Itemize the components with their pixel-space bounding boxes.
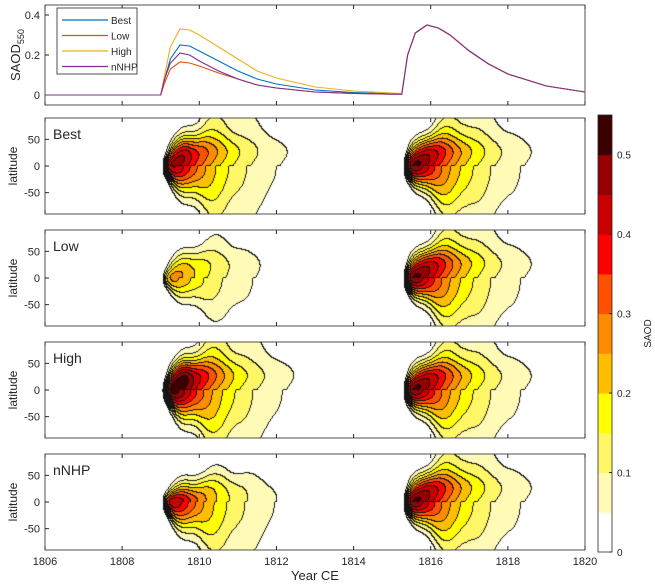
- panel-title: Low: [53, 238, 80, 254]
- series-line-nnhp: [45, 24, 586, 96]
- colorbar-segment: [598, 273, 612, 315]
- x-tick-label: 1814: [341, 556, 365, 568]
- y-axis-label: SAOD550: [8, 29, 26, 81]
- legend-label: Best: [111, 16, 131, 27]
- contour-map-nnhp: [45, 454, 585, 550]
- y-tick-label: 0: [34, 273, 40, 285]
- y-tick-label: 0: [34, 161, 40, 173]
- colorbar-tick-label: 0.4: [617, 230, 631, 241]
- y-tick-label: -50: [24, 412, 40, 424]
- colorbar-segment: [598, 313, 612, 354]
- x-tick-label: 1810: [187, 556, 211, 568]
- x-tick-label: 1818: [496, 556, 520, 568]
- y-tick-label: 0: [34, 497, 40, 509]
- colorbar-box: [597, 114, 613, 553]
- y-axis-label: latitude: [6, 258, 20, 297]
- x-tick-label: 1808: [110, 556, 134, 568]
- y-tick-label: 50: [28, 470, 40, 482]
- y-tick-label: -50: [24, 188, 40, 200]
- y-tick-label: 0: [34, 90, 40, 102]
- y-tick-label: 50: [28, 358, 40, 370]
- y-axis-label-text: SAOD: [8, 44, 23, 81]
- colorbar-tick-label: 0.3: [617, 310, 631, 321]
- colorbar-segment: [598, 234, 612, 275]
- colorbar-segment: [598, 512, 612, 553]
- colorbar-label: SAOD: [643, 319, 654, 347]
- colorbar-tick-label: 0.5: [617, 151, 631, 162]
- x-tick-label: 1816: [418, 556, 442, 568]
- x-tick-label: 1806: [33, 556, 57, 568]
- contour-map-best: [45, 118, 585, 214]
- panel-axes-box: [44, 341, 586, 439]
- legend-label: nNHP: [111, 63, 138, 74]
- y-axis-label: latitude: [6, 370, 20, 409]
- y-axis-label: latitude: [6, 146, 20, 185]
- legend-box: [56, 7, 138, 75]
- y-tick-label: 0.2: [25, 50, 40, 62]
- colorbar-tick-label: 0.2: [617, 389, 631, 400]
- y-tick-label: 0.4: [25, 10, 40, 22]
- colorbar-tick-label: 0: [617, 548, 623, 559]
- colorbar-segment: [598, 115, 612, 156]
- y-tick-label: -50: [24, 300, 40, 312]
- panel-axes-box: [44, 117, 586, 215]
- panel-axes-box: [44, 229, 586, 327]
- y-axis-label: latitude: [6, 482, 20, 521]
- contour-map-high: [45, 342, 585, 438]
- x-axis-label: Year CE: [291, 568, 339, 583]
- panel-title: Best: [53, 126, 81, 142]
- panel-title: High: [53, 350, 82, 366]
- colorbar-segment: [598, 353, 612, 394]
- colorbar-segment: [598, 194, 612, 235]
- panel-axes-box: [44, 453, 586, 551]
- legend-label: Low: [111, 32, 130, 43]
- colorbar-segment: [598, 154, 612, 195]
- panel-title: nNHP: [53, 462, 90, 478]
- colorbar-tick-label: 0.1: [617, 469, 631, 480]
- y-tick-label: 50: [28, 246, 40, 258]
- y-tick-label: 50: [28, 134, 40, 146]
- x-tick-label: 1820: [573, 556, 597, 568]
- colorbar-segment: [598, 472, 612, 513]
- y-tick-label: 0: [34, 385, 40, 397]
- colorbar-segment: [598, 432, 612, 474]
- contour-map-low: [45, 230, 585, 326]
- colorbar-segment: [598, 393, 612, 434]
- legend-label: High: [111, 47, 132, 58]
- y-tick-label: -50: [24, 524, 40, 536]
- y-axis-label-subscript: 550: [16, 29, 26, 44]
- x-tick-label: 1812: [264, 556, 288, 568]
